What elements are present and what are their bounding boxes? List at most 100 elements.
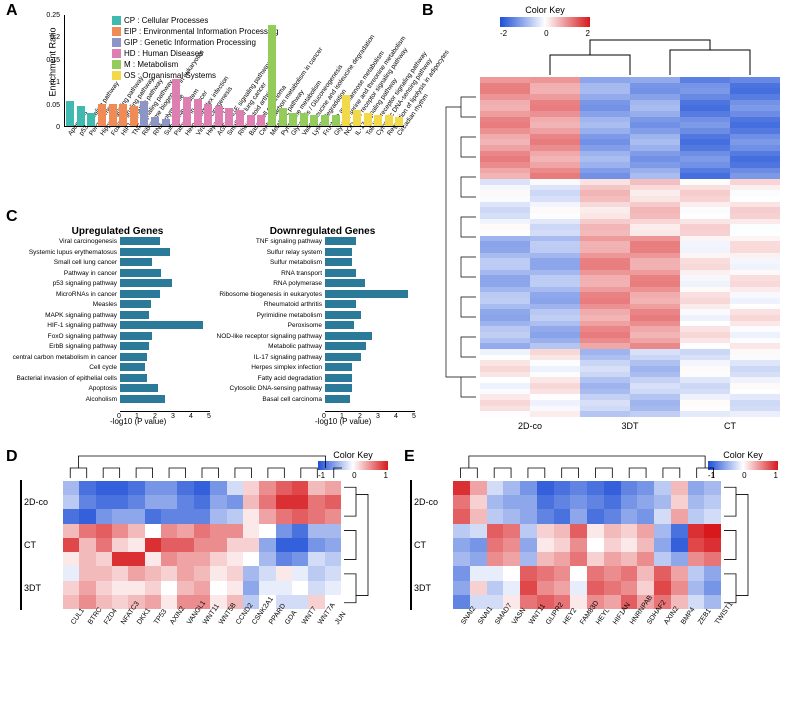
pathway-label: central carbon metabolism in cancer [7, 353, 117, 363]
col-label: 3DT [580, 421, 680, 441]
bar [342, 95, 350, 126]
pathway-bar [325, 374, 352, 382]
group-label: 2D-co [410, 480, 450, 523]
panel-c-upregulated: Upregulated Genes Viral carcinogenesisSy… [20, 226, 215, 426]
panel-d-matrix [62, 480, 342, 610]
pathway-label: Pathway in cancer [7, 269, 117, 279]
pathway-bar [325, 311, 361, 319]
panel-b-col-labels: 2D-co3DTCT [480, 421, 780, 441]
key-mid: 0 [352, 471, 356, 480]
panel-b-heatmap: Color Key -2 0 2 2D-co3DTCT [430, 5, 790, 445]
panel-d-heatmap: Color Key -1 0 1 2D-coCT3DT CUL1BTRCFZD4… [20, 450, 400, 695]
panel-a-yaxis: Enrichment Ratio 00.050.10.150.20.25 [48, 17, 62, 127]
panel-c-label: C [6, 208, 18, 226]
bar [268, 25, 276, 126]
pathway-bar [325, 353, 361, 361]
panel-d-row-dendro [344, 480, 372, 610]
pathway-label: NOD-like receptor signaling pathway [212, 332, 322, 342]
panel-e-col-dendro [452, 450, 722, 478]
bar [172, 79, 180, 126]
panel-e-heatmap: Color Key -1 0 1 2D-coCT3DT SNAI2SNAI1SM… [410, 450, 790, 695]
panel-e-matrix [452, 480, 722, 610]
panel-b-gradient [500, 17, 590, 27]
pathway-bar [120, 374, 147, 382]
bar [109, 104, 117, 126]
pathway-bar [325, 237, 356, 245]
bar [183, 97, 191, 126]
pathway-label: Sulfur metabolism [212, 258, 322, 268]
c-up-rows: Viral carcinogenesisSystemic lupus eryth… [20, 237, 215, 405]
panel-e-row-dendro [724, 480, 752, 610]
pathway-label: Herpes simplex infection [212, 363, 322, 373]
c-up-xaxis: 012345 [120, 411, 210, 412]
panel-b-row-dendro [436, 77, 478, 417]
pathway-label: RNA polymerase [212, 279, 322, 289]
key-max: 1 [774, 471, 778, 480]
pathway-label: MAPK signaling pathway [7, 311, 117, 321]
pathway-bar [325, 321, 354, 329]
panel-a-chart: Enrichment Ratio 00.050.10.150.20.25 CP … [20, 5, 400, 205]
panel-d-col-dendro [62, 450, 342, 478]
pathway-bar [120, 237, 160, 245]
pathway-label: Ribosome biogenesis in eukaryotes [212, 290, 322, 300]
pathway-bar [325, 258, 352, 266]
pathway-label: Measles [7, 300, 117, 310]
pathway-label: Fatty acid degradation [212, 374, 322, 384]
pathway-bar [120, 311, 149, 319]
pathway-label: TNF signaling pathway [212, 237, 322, 247]
bar [194, 99, 202, 126]
pathway-bar [120, 342, 149, 350]
pathway-label: FoxO signaling pathway [7, 332, 117, 342]
pathway-bar [120, 321, 203, 329]
c-down-xaxis: 012345 [325, 411, 415, 412]
pathway-label: Small cell lung cancer [7, 258, 117, 268]
pathway-bar [120, 258, 152, 266]
pathway-bar [120, 300, 151, 308]
pathway-label: Viral carcinogenesis [7, 237, 117, 247]
pathway-bar [120, 290, 160, 298]
pathway-bar [325, 248, 352, 256]
pathway-bar [120, 363, 145, 371]
pathway-label: Basal cell carcinoma [212, 395, 322, 405]
panel-d-col-labels: CUL1BTRCFZD4NFATC3DKK1TP53AXIN2VANGL1WNT… [62, 618, 342, 668]
group-label: 3DT [20, 567, 60, 610]
pathway-bar [120, 384, 158, 392]
pathway-bar [120, 332, 152, 340]
panel-e-col-labels: SNAI2SNAI1SMAD7VASNWNT11GLIPR2HEY2FAM83D… [452, 618, 722, 668]
pathway-label: Apoptosis [7, 384, 117, 394]
pathway-bar [325, 395, 350, 403]
pathway-bar [120, 395, 165, 403]
c-up-xlabel: -log10 (P value) [110, 417, 166, 426]
gene-label: FZD4 [103, 608, 119, 626]
key-mid: 0 [742, 471, 746, 480]
c-down-rows: TNF signaling pathwaySulfur relay system… [225, 237, 420, 405]
panel-a-label: A [6, 2, 18, 20]
pathway-bar [120, 353, 147, 361]
panel-b-matrix [480, 77, 780, 417]
pathway-label: Pyrimidine metabolism [212, 311, 322, 321]
pathway-label: Systemic lupus erythematosus [7, 248, 117, 258]
pathway-label: p53 signaling pathway [7, 279, 117, 289]
gene-label: CUL1 [70, 607, 86, 626]
col-label: 2D-co [480, 421, 580, 441]
panel-b-col-dendro [530, 35, 780, 75]
pathway-bar [325, 279, 365, 287]
pathway-bar [120, 279, 172, 287]
pathway-bar [120, 248, 170, 256]
key-max: 1 [384, 471, 388, 480]
gene-label: JUN [334, 611, 348, 626]
key-min: -2 [500, 29, 507, 38]
pathway-bar [325, 332, 372, 340]
panel-c-downregulated: Downregulated Genes TNF signaling pathwa… [225, 226, 420, 426]
group-label: 2D-co [20, 480, 60, 523]
pathway-label: Metabolic pathway [212, 342, 322, 352]
group-label: CT [20, 523, 60, 566]
panel-d-row-labels: 2D-coCT3DT [20, 480, 60, 610]
pathway-label: HIF-1 signaling pathway [7, 321, 117, 331]
pathway-label: Peroxisome [212, 321, 322, 331]
pathway-bar [325, 269, 356, 277]
panel-a-plot: Apoptosisp53 signaling pathwayPeroxisome… [64, 15, 404, 127]
pathway-bar [120, 269, 161, 277]
panel-e-row-labels: 2D-coCT3DT [410, 480, 450, 610]
pathway-label: MicroRNAs in cancer [7, 290, 117, 300]
